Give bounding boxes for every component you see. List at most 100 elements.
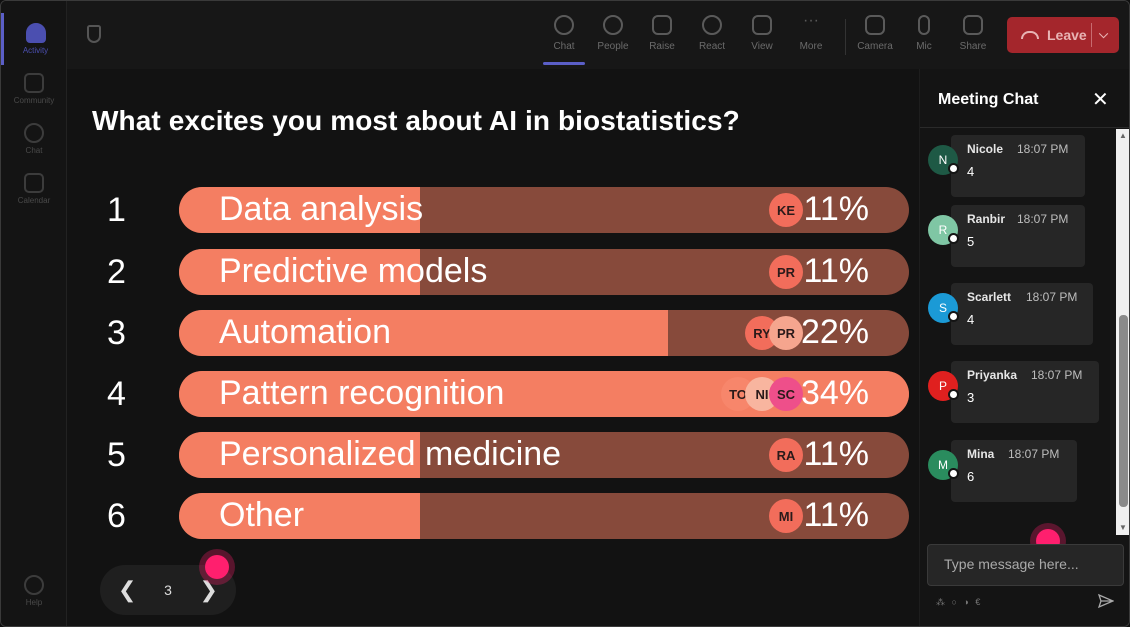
people-icon xyxy=(603,15,623,35)
voter-avatar: KE xyxy=(769,193,803,227)
toolbar-mic[interactable]: Mic xyxy=(901,11,947,61)
scrollbar-thumb[interactable] xyxy=(1119,315,1128,507)
rail-chat-label: Chat xyxy=(25,146,43,155)
next-arrow-icon[interactable]: ❯ xyxy=(199,577,218,602)
toolbar-more[interactable]: ··· More xyxy=(788,11,834,61)
option-bar-fill xyxy=(179,432,420,478)
sender-name: Mina xyxy=(967,447,995,461)
mic-icon xyxy=(918,15,930,35)
calendar-icon xyxy=(24,173,44,193)
help-icon xyxy=(24,575,44,595)
poll-option-row: 3 Automation RY PR 22% xyxy=(67,310,919,356)
message-time: 18:07 PM xyxy=(1008,447,1060,461)
message-bubble: Mina 18:07 PM 6 xyxy=(951,440,1077,502)
presence-status-icon xyxy=(948,163,959,174)
avatar[interactable]: S xyxy=(928,293,959,323)
message-input[interactable]: Type message here... xyxy=(927,544,1124,586)
toolbar-people[interactable]: People xyxy=(590,11,636,61)
voter-avatars: TO NI SC xyxy=(721,377,803,411)
option-label: Automation xyxy=(219,313,391,351)
leave-label: Leave xyxy=(1047,27,1087,43)
scroll-up-icon[interactable]: ▲ xyxy=(1119,131,1127,140)
rail-help-label: Help xyxy=(25,598,43,607)
option-label: Predictive models xyxy=(219,252,488,290)
raise-hand-icon xyxy=(652,15,672,35)
poll-option-row: 4 Pattern recognition TO NI SC 34% xyxy=(67,371,919,417)
previous-arrow-icon[interactable]: ❮ xyxy=(118,577,137,602)
option-bar: Other MI 11% xyxy=(179,493,909,539)
message-text: 4 xyxy=(967,164,975,179)
toolbar-camera[interactable]: Camera xyxy=(852,11,898,61)
rail-community-label: Community xyxy=(13,96,55,105)
message-time: 18:07 PM xyxy=(1026,290,1078,304)
phone-hangup-icon xyxy=(1021,31,1039,39)
sender-name: Ranbir xyxy=(967,212,1006,226)
rail-community[interactable]: Community xyxy=(1,63,67,115)
option-percent: 11% xyxy=(803,435,869,473)
message-bubble: Nicole 18:07 PM 4 xyxy=(951,135,1085,197)
shield-icon[interactable] xyxy=(87,25,101,43)
option-label: Other xyxy=(219,496,305,534)
avatar-initial: P xyxy=(938,379,947,393)
rail-calendar[interactable]: Calendar xyxy=(1,163,67,215)
meeting-chat-panel: Meeting Chat ✕ Nicole 18:07 PM 4 N Ranbi… xyxy=(919,69,1129,626)
rail-activity[interactable]: Activity xyxy=(1,13,67,65)
format-tools-icon[interactable]: ⁂ ○ ◑ € xyxy=(936,597,983,607)
rail-chat[interactable]: Chat xyxy=(1,113,67,165)
toolbar-camera-label: Camera xyxy=(857,41,893,52)
message-text: 4 xyxy=(967,312,975,327)
option-percent: 11% xyxy=(803,190,869,228)
message-time: 18:07 PM xyxy=(1031,368,1083,382)
bell-icon xyxy=(25,23,46,43)
rail-help[interactable]: Help xyxy=(1,565,67,617)
option-bar: Predictive models PR 11% xyxy=(179,249,909,295)
toolbar-raise[interactable]: Raise xyxy=(639,11,685,61)
option-number: 4 xyxy=(107,375,126,413)
scroll-down-icon[interactable]: ▼ xyxy=(1119,523,1127,532)
option-label: Pattern recognition xyxy=(219,374,505,412)
message-bubble: Priyanka 18:07 PM 3 xyxy=(951,361,1099,423)
voter-avatars: PR xyxy=(769,255,803,289)
poll-option-row: 5 Personalized medicine RA 11% xyxy=(67,432,919,478)
toolbar-share[interactable]: Share xyxy=(950,11,996,61)
toolbar-more-label: More xyxy=(799,41,823,52)
chevron-down-icon[interactable]: ⌵ xyxy=(1099,27,1109,41)
avatar[interactable]: P xyxy=(928,371,959,401)
rail-calendar-label: Calendar xyxy=(17,196,51,205)
toolbar-divider xyxy=(845,19,846,55)
message-text: 6 xyxy=(967,469,975,484)
presence-status-icon xyxy=(948,233,959,244)
poll-option-row: 2 Predictive models PR 11% xyxy=(67,249,919,295)
toolbar-view[interactable]: View xyxy=(739,11,785,61)
presence-status-icon xyxy=(948,389,959,400)
toolbar-chat-label: Chat xyxy=(553,41,575,52)
avatar-initial: N xyxy=(938,153,948,167)
chat-icon xyxy=(554,15,574,35)
sender-name: Scarlett xyxy=(967,290,1012,304)
view-grid-icon xyxy=(752,15,772,35)
avatar[interactable]: M xyxy=(928,450,959,480)
close-icon[interactable]: ✕ xyxy=(1092,89,1109,111)
sender-name: Priyanka xyxy=(967,368,1018,382)
voter-avatars: MI xyxy=(769,499,803,533)
leave-divider xyxy=(1091,23,1092,47)
voter-avatars: RA xyxy=(769,438,803,472)
page-number: 3 xyxy=(164,582,172,598)
leave-button[interactable]: Leave ⌵ xyxy=(1007,17,1119,53)
voter-avatar: PR xyxy=(769,316,803,350)
toolbar-chat[interactable]: Chat xyxy=(541,11,587,65)
option-percent: 11% xyxy=(803,496,869,534)
toolbar-react[interactable]: React xyxy=(689,11,735,61)
option-bar: Personalized medicine RA 11% xyxy=(179,432,909,478)
option-bar: Pattern recognition TO NI SC 34% xyxy=(179,371,909,417)
send-icon[interactable] xyxy=(1098,593,1114,609)
chat-scrollbar[interactable]: ▲ ▼ xyxy=(1116,129,1129,535)
option-bar: Automation RY PR 22% xyxy=(179,310,909,356)
option-bar: Data analysis KE 11% xyxy=(179,187,909,233)
option-bar-fill xyxy=(179,249,420,295)
avatar[interactable]: R xyxy=(928,215,959,245)
option-percent: 34% xyxy=(800,374,869,412)
avatar[interactable]: N xyxy=(928,145,959,175)
sender-name: Nicole xyxy=(967,142,1004,156)
